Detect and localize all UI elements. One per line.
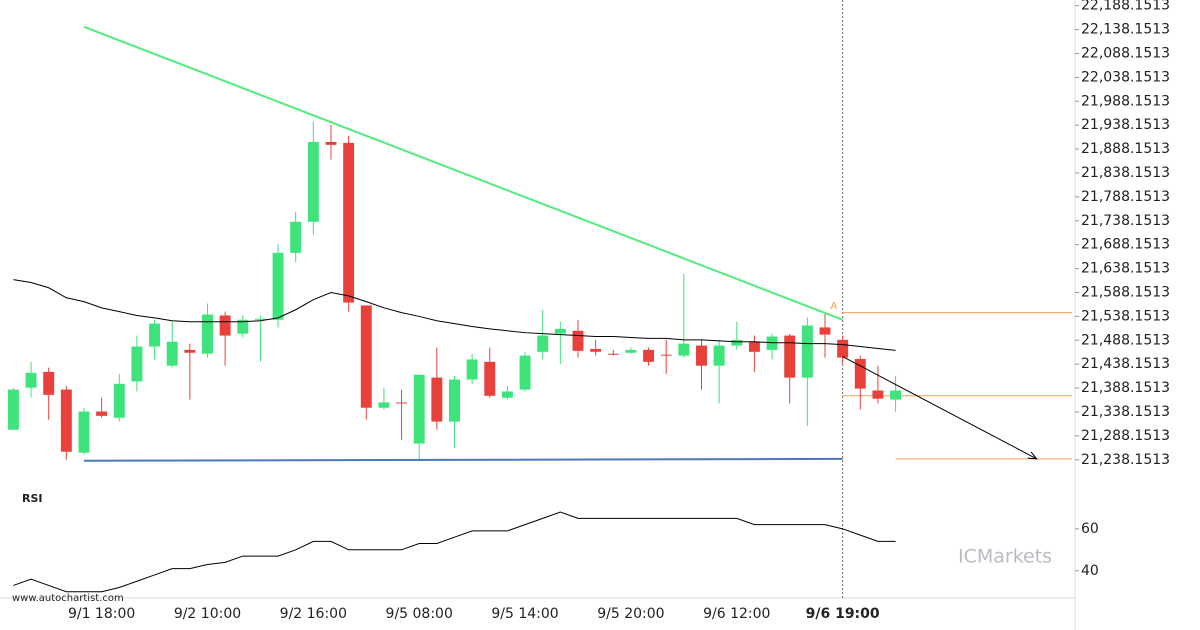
- y-tick-label: 21,338.1513: [1081, 404, 1170, 420]
- y-tick-label: 22,038.1513: [1081, 69, 1170, 85]
- y-tick-label: 21,738.1513: [1081, 213, 1170, 229]
- candle-body: [660, 354, 672, 356]
- rsi-label: RSI: [22, 492, 43, 505]
- y-tick-label: 21,288.1513: [1081, 428, 1170, 444]
- candle-body: [466, 359, 478, 380]
- candle-body: [801, 325, 813, 378]
- y-tick-label: 21,488.1513: [1081, 332, 1170, 348]
- candle-body: [96, 411, 108, 416]
- candle-body: [431, 377, 443, 422]
- candle-body: [854, 358, 866, 389]
- y-tick-label: 22,088.1513: [1081, 45, 1170, 61]
- candle-body: [890, 390, 902, 400]
- candle-body: [307, 141, 319, 222]
- candle-body: [572, 330, 584, 351]
- candle-body: [678, 343, 690, 356]
- y-tick-label: 21,388.1513: [1081, 380, 1170, 396]
- pattern-line: [83, 25, 843, 321]
- candle-body: [537, 335, 549, 352]
- candle-body: [7, 389, 19, 430]
- candle-body: [78, 411, 90, 453]
- candle-body: [184, 349, 196, 353]
- candle-body: [237, 319, 249, 334]
- y-tick-label: 21,838.1513: [1081, 165, 1170, 181]
- x-tick-label: 9/5 14:00: [491, 606, 558, 622]
- candle-body: [272, 252, 284, 320]
- candle-body: [360, 305, 372, 408]
- arrow-head: [1027, 451, 1038, 460]
- candle-body: [396, 402, 408, 404]
- y-tick-label: 22,138.1513: [1081, 22, 1170, 38]
- candle-body: [484, 361, 496, 396]
- candle-body: [290, 221, 302, 253]
- y-tick-label: 21,988.1513: [1081, 93, 1170, 109]
- y-tick-label: 21,538.1513: [1081, 308, 1170, 324]
- rsi-tick-label: 60: [1081, 521, 1099, 537]
- candle-body: [590, 348, 602, 352]
- candle-body: [554, 328, 566, 334]
- pattern-line: [83, 457, 843, 462]
- candle-body: [219, 315, 231, 336]
- candle-body: [254, 318, 266, 320]
- candle-body: [784, 335, 796, 378]
- logo: ICMarkets: [958, 546, 1052, 568]
- candle-body: [501, 391, 513, 398]
- candle-body: [837, 339, 849, 358]
- rsi-tick-label: 40: [1081, 563, 1099, 579]
- candle-body: [872, 390, 884, 399]
- y-tick-label: 21,438.1513: [1081, 356, 1170, 372]
- y-tick-label: 21,688.1513: [1081, 237, 1170, 253]
- x-tick-label: 9/6 12:00: [703, 606, 770, 622]
- candle-body: [343, 142, 355, 303]
- watermark: www.autochartist.com: [12, 593, 124, 604]
- candle-body: [748, 341, 760, 352]
- x-tick-label: 9/1 18:00: [68, 606, 135, 622]
- y-tick-label: 21,938.1513: [1081, 117, 1170, 133]
- candle-body: [166, 341, 178, 366]
- x-tick-label: 9/2 10:00: [174, 606, 241, 622]
- y-tick-label: 21,888.1513: [1081, 141, 1170, 157]
- candle-body: [43, 371, 55, 395]
- candle-body: [519, 355, 531, 390]
- candle-body: [625, 349, 637, 353]
- candle-body: [325, 141, 337, 145]
- candle-body: [731, 339, 743, 346]
- candle-body: [25, 372, 37, 388]
- candle-body: [819, 327, 831, 335]
- candle-body: [378, 402, 390, 408]
- y-tick-label: 21,638.1513: [1081, 261, 1170, 277]
- rsi-line: [13, 511, 896, 593]
- y-tick-label: 22,188.1513: [1081, 0, 1170, 14]
- x-tick-label: 9/6 19:00: [806, 606, 880, 622]
- candle-body: [60, 389, 72, 452]
- candle-body: [131, 346, 143, 382]
- candle-body: [696, 345, 707, 366]
- x-tick-label: 9/2 16:00: [280, 606, 347, 622]
- annotation: A: [830, 301, 837, 312]
- x-tick-label: 9/5 20:00: [597, 606, 664, 622]
- pattern-line: [842, 356, 1037, 460]
- candle-body: [713, 345, 725, 366]
- candle-body: [202, 314, 213, 354]
- candle-body: [643, 349, 655, 362]
- candle-body: [113, 383, 125, 418]
- candle-body: [607, 353, 619, 355]
- y-tick-label: 21,588.1513: [1081, 284, 1170, 300]
- x-tick-label: 9/5 08:00: [386, 606, 453, 622]
- moving-average: [13, 279, 896, 351]
- y-tick-label: 21,788.1513: [1081, 189, 1170, 205]
- candle-body: [449, 379, 460, 422]
- candle-body: [413, 374, 425, 444]
- candle-body: [149, 323, 161, 347]
- y-tick-label: 21,238.1513: [1081, 452, 1170, 468]
